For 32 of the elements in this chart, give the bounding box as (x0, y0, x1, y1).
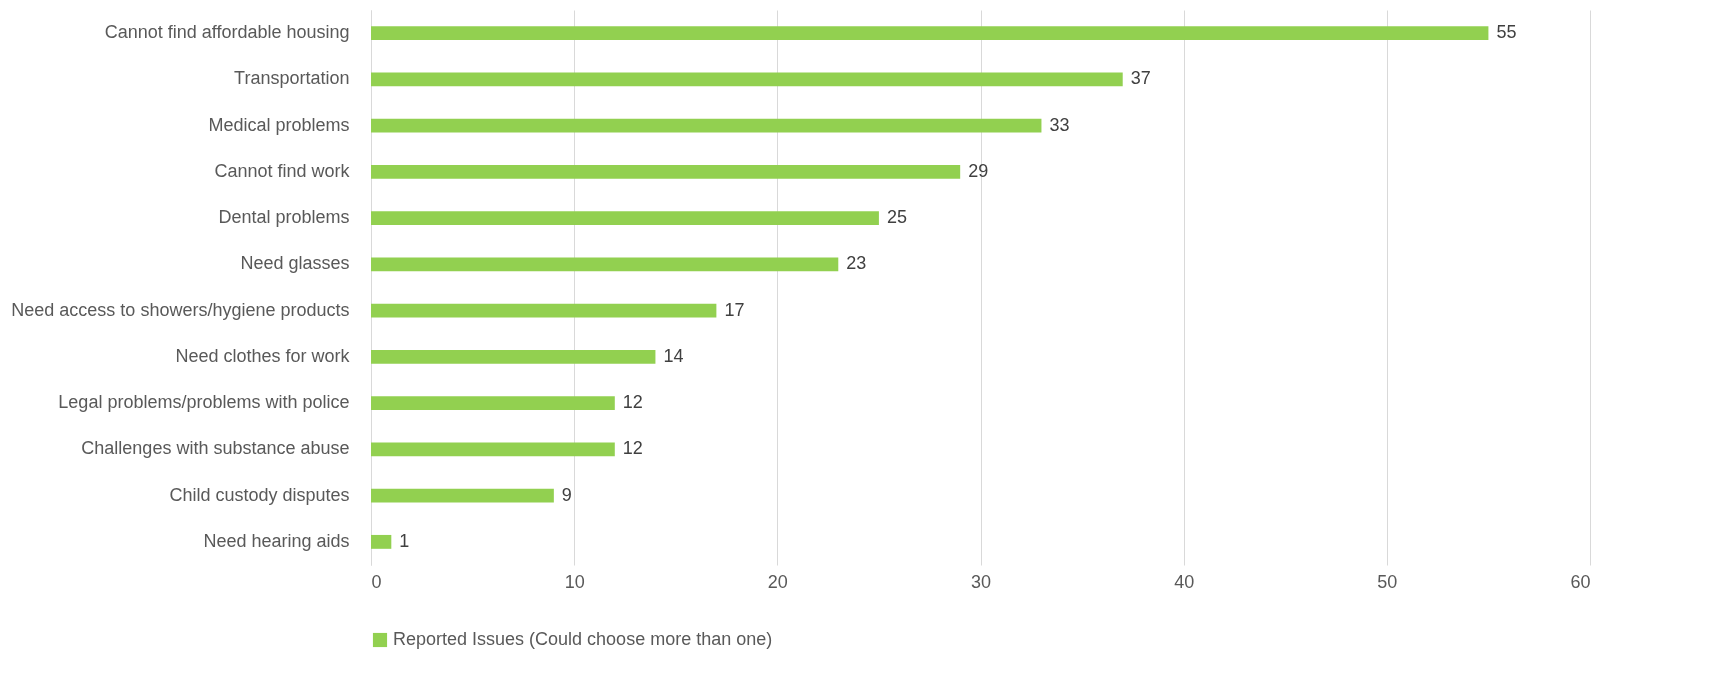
y-tick-label: Cannot find work (214, 160, 351, 181)
y-tick-label: Challenges with substance abuse (81, 438, 350, 459)
y-tick-label: Child custody disputes (169, 484, 350, 505)
y-tick-label: Medical problems (208, 114, 350, 135)
y-tick-label: Transportation (234, 68, 350, 89)
y-tick-label: Legal problems/problems with police (58, 392, 350, 413)
x-tick-label: 40 (1174, 571, 1195, 592)
data-label: 37 (1130, 68, 1151, 89)
data-label: 23 (846, 253, 867, 274)
data-label: 33 (1049, 114, 1070, 135)
x-tick-label: 20 (767, 571, 788, 592)
y-tick-label: Need hearing aids (203, 530, 350, 551)
x-tick-label: 10 (564, 571, 585, 592)
data-label: 14 (663, 345, 684, 366)
data-label: 12 (622, 438, 643, 459)
y-tick-label: Need clothes for work (175, 345, 351, 366)
y-tick-label: Cannot find affordable housing (104, 22, 350, 43)
data-label: 55 (1496, 22, 1517, 43)
data-label: 12 (622, 392, 643, 413)
data-label: 29 (968, 160, 989, 181)
y-tick-label: Need access to showers/hygiene products (11, 299, 350, 320)
legend-label: Reported Issues (Could choose more than one) (393, 629, 773, 649)
data-label: 9 (561, 484, 572, 505)
y-tick-label: Dental problems (218, 207, 350, 228)
x-tick-label: 60 (1570, 571, 1591, 592)
y-tick-label: Need glasses (240, 253, 350, 274)
data-label: 17 (724, 299, 745, 320)
data-label: 1 (399, 530, 410, 551)
x-tick-label: 50 (1377, 571, 1398, 592)
x-tick-label: 0 (371, 571, 382, 592)
data-label: 25 (886, 207, 907, 228)
x-tick-label: 30 (970, 571, 992, 592)
